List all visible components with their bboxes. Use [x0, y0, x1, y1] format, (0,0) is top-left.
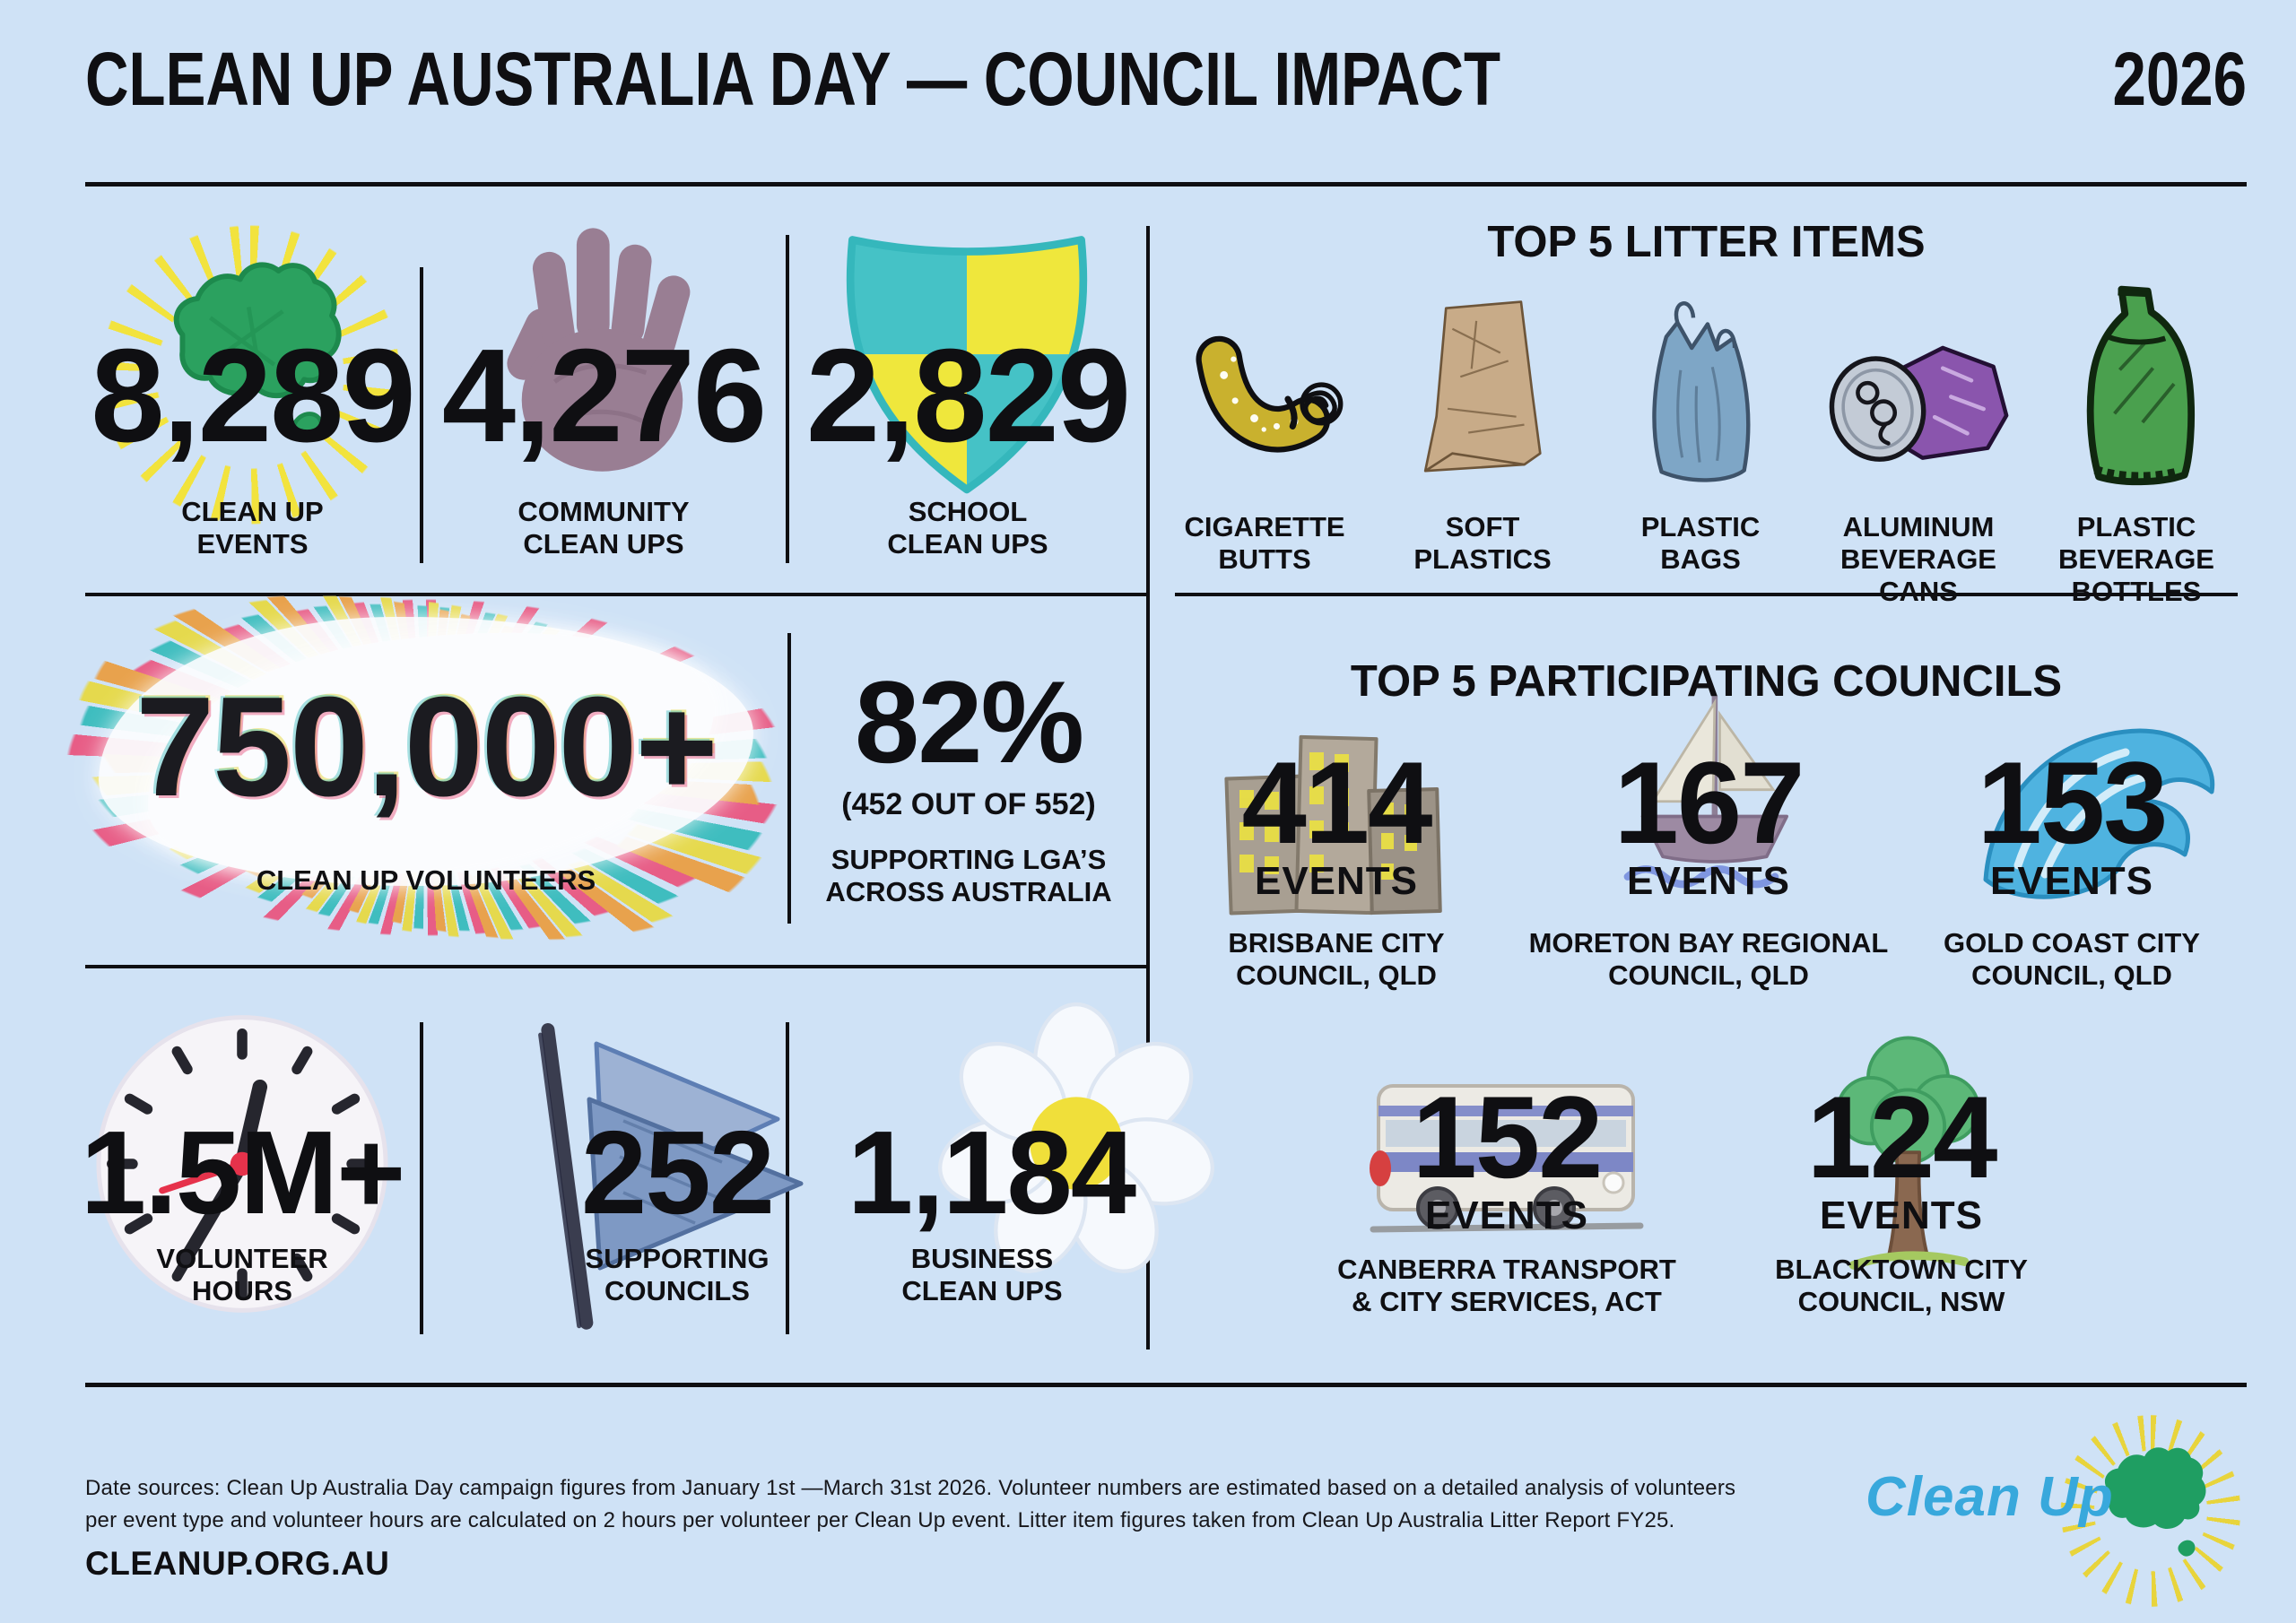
council-events-value: 152	[1412, 1072, 1604, 1202]
logo-wordmark: Clean Up	[1866, 1466, 2114, 1528]
data-sources-note: Date sources: Clean Up Australia Day cam…	[85, 1476, 1736, 1532]
litter-item-aluminum-cans: ALUMINUM BEVERAGE CANS	[1815, 269, 2022, 628]
council-events-value: 153	[1977, 737, 2169, 868]
council-events-label: EVENTS	[1819, 1193, 1984, 1237]
litter-item-soft-plastics: SOFT PLASTICS	[1379, 269, 1586, 628]
footer-rule	[85, 1383, 2247, 1387]
stat-clean-up-volunteers: 750,000+ CLEAN UP VOLUNTEERS	[29, 523, 823, 1012]
main-vertical-divider	[1146, 226, 1150, 1350]
stat-label: COMMUNITY CLEAN UPS	[517, 496, 690, 560]
council-name: MORETON BAY REGIONAL COUNCIL, QLD	[1528, 927, 1889, 991]
cleanup-logo: Clean Up	[1866, 1410, 2251, 1623]
hand-icon	[507, 228, 691, 472]
wave-icon	[1983, 728, 2215, 899]
council-events-label: EVENTS	[1424, 1193, 1589, 1237]
plastic-bottle-icon	[2086, 285, 2196, 486]
stat-label: CLEAN UP EVENTS	[181, 496, 324, 560]
cigarette-butt-icon	[1196, 335, 1344, 453]
litter-heading: TOP 5 LITTER ITEMS	[1487, 218, 1926, 266]
stat-value: 4,276	[441, 322, 767, 470]
stat-business-clean-ups: 1,184 BUSINESS CLEAN UPS	[821, 995, 1214, 1345]
litter-item-label: CIGARETTE BUTTS	[1184, 511, 1345, 575]
shield-icon	[846, 236, 1088, 494]
litter-item-plastic-bags: PLASTIC BAGS	[1597, 269, 1804, 628]
website-link[interactable]: CLEANUP.ORG.AU	[85, 1545, 390, 1582]
stat-value: 1,184	[847, 1107, 1136, 1238]
stat-value: 252	[580, 1107, 775, 1238]
divider-right-h	[1175, 593, 2238, 596]
council-moreton-bay: 167 EVENTS MORETON BAY REGIONAL COUNCIL,…	[1529, 686, 1888, 1009]
stat-value: 1.5M+	[80, 1107, 406, 1238]
header-rule	[85, 182, 2247, 187]
litter-item-cigarette-butts: CIGARETTE BUTTS	[1161, 269, 1368, 628]
litter-item-label: PLASTIC BAGS	[1640, 511, 1761, 575]
soft-plastics-bag-icon	[1423, 300, 1542, 473]
stat-school-clean-ups: 2,829 SCHOOL CLEAN UPS	[787, 224, 1148, 596]
stat-value: 82%	[854, 656, 1084, 787]
council-events-value: 124	[1806, 1072, 1998, 1202]
stat-label: SUPPORTING COUNCILS	[585, 1243, 770, 1306]
stat-volunteer-hours: 1.5M+ VOLUNTEER HOURS	[72, 995, 413, 1345]
stat-detail: (452 OUT OF 552)	[841, 787, 1096, 821]
plastic-bag-icon	[1652, 301, 1751, 482]
litter-item-label: PLASTIC BEVERAGE BOTTLES	[2058, 511, 2214, 607]
stat-label: VOLUNTEER HOURS	[156, 1243, 328, 1306]
australia-map-icon	[173, 262, 342, 442]
stat-supporting-lgas: 82% (452 OUT OF 552) SUPPORTING LGA’S AC…	[794, 628, 1144, 933]
city-buildings-icon	[1224, 734, 1442, 916]
council-gold-coast: 153 EVENTS GOLD COAST CITY COUNCIL, QLD	[1910, 686, 2233, 1009]
page-title: CLEAN UP AUSTRALIA DAY — COUNCIL IMPACT	[85, 37, 1501, 121]
stat-value: 750,000+	[135, 668, 718, 826]
stat-value: 2,829	[805, 322, 1131, 470]
stat-label: SUPPORTING LGA’S ACROSS AUSTRALIA	[825, 844, 1112, 907]
council-name: BLACKTOWN CITY COUNCIL, NSW	[1775, 1254, 2028, 1317]
council-events-label: EVENTS	[1254, 859, 1419, 903]
divider-row1-b	[786, 235, 789, 563]
divider-row3-a	[420, 1022, 423, 1334]
council-brisbane: 414 EVENTS BRISBANE CITY COUNCIL, QLD	[1193, 686, 1480, 1009]
stat-community-clean-ups: 4,276 COMMUNITY CLEAN UPS	[422, 224, 786, 596]
council-events-value: 167	[1613, 737, 1805, 868]
litter-item-plastic-bottles: PLASTIC BEVERAGE BOTTLES	[2033, 269, 2239, 628]
councils-heading: TOP 5 PARTICIPATING COUNCILS	[1350, 657, 2063, 706]
council-name: BRISBANE CITY COUNCIL, QLD	[1228, 927, 1445, 991]
litter-item-label: ALUMINUM BEVERAGE CANS	[1840, 511, 1996, 607]
logo-australia-icon	[2104, 1447, 2206, 1557]
crushed-can-icon	[1829, 345, 2009, 462]
litter-item-label: SOFT PLASTICS	[1413, 511, 1552, 575]
council-blacktown: 124 EVENTS BLACKTOWN CITY COUNCIL, NSW	[1740, 1022, 2063, 1345]
stat-label: CLEAN UP VOLUNTEERS	[256, 864, 596, 896]
council-name: CANBERRA TRANSPORT & CITY SERVICES, ACT	[1337, 1254, 1676, 1317]
council-events-label: EVENTS	[1989, 859, 2154, 903]
flower-icon	[938, 1002, 1214, 1273]
sailboat-icon	[1623, 696, 1788, 889]
stat-value: 8,289	[91, 322, 415, 470]
clock-icon	[96, 1015, 388, 1313]
tree-icon	[1836, 1036, 1980, 1270]
divider-row1-a	[420, 267, 423, 563]
council-canberra: 152 EVENTS CANBERRA TRANSPORT & CITY SER…	[1337, 1022, 1676, 1345]
council-name: GOLD COAST CITY COUNCIL, QLD	[1944, 927, 2200, 991]
council-events-value: 414	[1241, 737, 1433, 868]
flag-icon	[538, 1023, 804, 1330]
stat-supporting-councils: 252 SUPPORTING COUNCILS	[489, 995, 865, 1345]
bus-icon	[1370, 1084, 1644, 1233]
stat-label: SCHOOL CLEAN UPS	[887, 496, 1048, 560]
year-badge: 2026	[2112, 37, 2248, 121]
stat-clean-up-events: 8,289 CLEAN UP EVENTS	[85, 217, 420, 596]
council-events-label: EVENTS	[1626, 859, 1791, 903]
stat-label: BUSINESS CLEAN UPS	[901, 1243, 1063, 1306]
